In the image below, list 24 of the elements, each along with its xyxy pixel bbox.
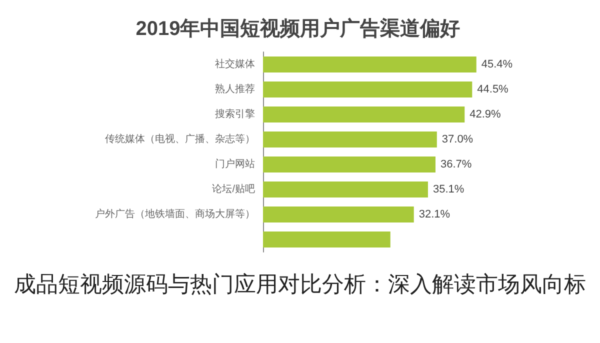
data-label: 45.4% bbox=[481, 58, 513, 70]
y-tick-label: 论坛/贴吧 bbox=[212, 183, 255, 195]
bar bbox=[263, 206, 414, 222]
bar bbox=[263, 56, 476, 72]
data-label: 35.1% bbox=[432, 184, 464, 196]
bar bbox=[263, 82, 472, 98]
y-tick-label: 传统媒体（电视、广播、杂志等） bbox=[105, 133, 255, 145]
chart-title: 2019年中国短视频用户广告渠道偏好 bbox=[136, 17, 460, 40]
bar bbox=[263, 156, 436, 172]
y-tick-label: 社交媒体 bbox=[215, 58, 255, 70]
bar bbox=[263, 232, 390, 248]
bar bbox=[263, 182, 428, 198]
y-tick-label: 搜索引擎 bbox=[215, 108, 255, 120]
data-label: 42.9% bbox=[470, 108, 502, 120]
text: 成品短视频源码与热门应用对比分析：深入解读市场风向标 bbox=[14, 272, 586, 298]
y-tick-label: 熟人推荐 bbox=[215, 83, 255, 95]
y-tick-label: 门户网站 bbox=[215, 158, 255, 170]
data-label: 32.1% bbox=[418, 208, 450, 220]
data-label: 37.0% bbox=[442, 134, 474, 146]
bar bbox=[263, 132, 437, 148]
bar bbox=[263, 106, 465, 122]
data-label: 36.7% bbox=[440, 158, 472, 170]
y-tick-label: 户外广告（地铁墙面、商场大屏等） bbox=[95, 208, 255, 220]
data-label: 44.5% bbox=[477, 84, 509, 96]
